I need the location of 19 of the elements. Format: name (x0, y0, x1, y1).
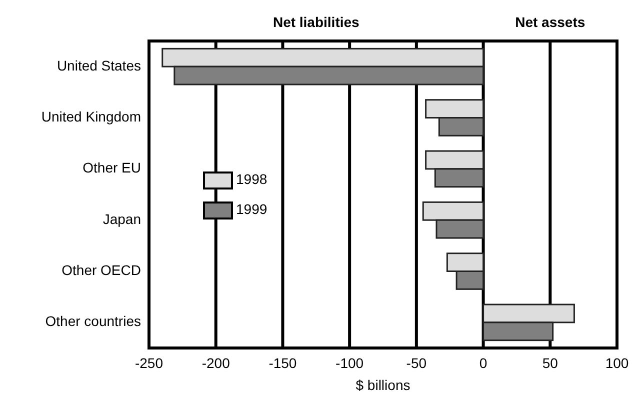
legend-label: 1998 (236, 171, 268, 188)
x-axis-title: $ billions (356, 377, 410, 393)
y-tick-label: Japan (102, 210, 141, 227)
text: Net assets (515, 14, 586, 30)
y-tick-label: Other EU (82, 160, 141, 176)
x-tick-label: 0 (479, 355, 488, 371)
x-tick-label: 50 (542, 355, 558, 371)
x-tick-label: -250 (134, 355, 164, 371)
legend-label: 1999 (236, 201, 268, 218)
x-tick-label: -50 (406, 355, 427, 371)
x-tick-label: -100 (336, 355, 364, 371)
y-tick-label: Other countries (45, 313, 141, 330)
x-tick-label: -200 (202, 355, 230, 371)
y-tick-label: United Kingdom (41, 108, 141, 124)
text: Net liabilities (272, 14, 360, 30)
y-tick-label: United States (56, 57, 141, 74)
y-tick-label: Other OECD (62, 262, 141, 278)
x-tick-label: 100 (605, 355, 629, 371)
x-tick-label: -150 (268, 355, 297, 371)
